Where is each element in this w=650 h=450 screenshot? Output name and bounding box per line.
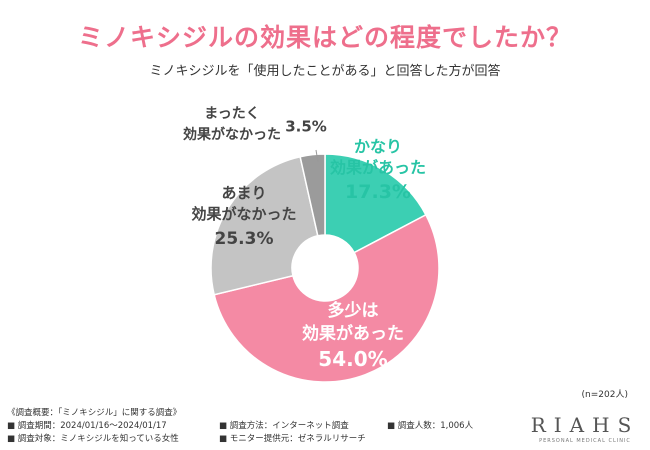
slice-label-line: 効果がなかった	[191, 205, 296, 223]
chart-subtitle: ミノキシジルを「使用したことがある」と回答した方が回答	[149, 64, 501, 79]
sample-size-note: (n=202人)	[581, 390, 628, 400]
survey-count: ■ 調査人数：1,006人	[387, 421, 474, 431]
slice-label-line: 効果がなかった	[183, 126, 281, 143]
logo-subtitle: PERSONAL MEDICAL CLINIC	[539, 438, 631, 444]
brand-logo: RIAHS PERSONAL MEDICAL CLINIC	[530, 413, 640, 444]
logo-mark: RIAHS	[530, 413, 640, 437]
chart-title: ミノキシジルの効果はどの程度でしたか？	[77, 23, 572, 52]
slice-value-1: 54.0%	[318, 347, 387, 371]
slice-label-line: あまり	[221, 184, 266, 202]
slice-label-line: まったく	[204, 106, 259, 122]
pie-slice-3	[299, 153, 326, 237]
slice-label-line: 効果があった	[330, 158, 426, 177]
leader-line	[315, 149, 319, 163]
slice-label-line: 効果があった	[302, 323, 404, 344]
slice-label-line: 多少は	[328, 300, 379, 321]
slice-value-0: 17.3%	[345, 181, 411, 203]
survey-method: ■ 調査方法：インターネット調査	[219, 421, 349, 431]
survey-footer: 《調査概要：「ミノキシジル」に関する調査》 ■ 調査期間：2024/01/16～…	[7, 407, 527, 447]
pie-slice-1	[213, 213, 440, 383]
survey-period: ■ 調査期間：2024/01/16～2024/01/17	[7, 421, 167, 431]
survey-overview: 《調査概要：「ミノキシジル」に関する調査》	[7, 408, 182, 418]
slice-value-3: 3.5%	[285, 118, 327, 136]
slice-label-line: かなり	[354, 137, 402, 156]
survey-target: ■ 調査対象：ミノキシジルを知っている女性	[7, 434, 179, 444]
pie-slice-2	[210, 155, 319, 296]
survey-provider: ■ モニター提供元：ゼネラルリサーチ	[219, 434, 366, 444]
slice-value-2: 25.3%	[215, 229, 274, 249]
